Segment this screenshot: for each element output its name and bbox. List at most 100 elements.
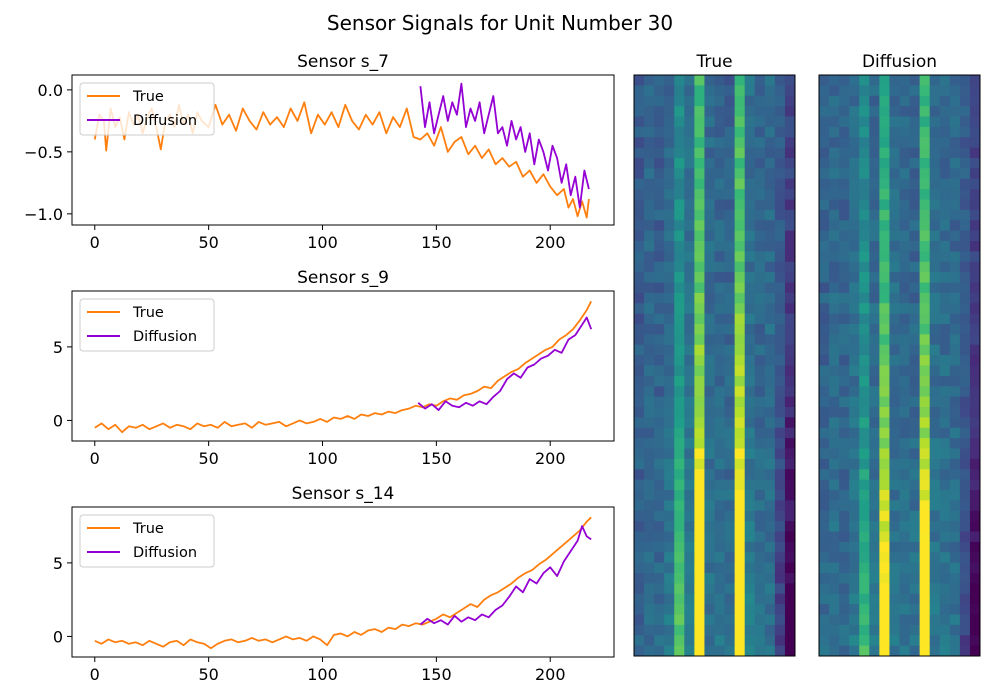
heatmap-cell bbox=[899, 541, 911, 553]
heatmap-cell bbox=[734, 168, 746, 180]
heatmap-cell bbox=[959, 562, 971, 574]
heatmap-cell bbox=[714, 583, 726, 595]
heatmap-cell bbox=[909, 272, 921, 284]
heatmap-cell bbox=[764, 251, 776, 263]
heatmap-cell bbox=[839, 199, 850, 211]
heatmap-cell bbox=[694, 552, 705, 564]
heatmap-cell bbox=[744, 614, 756, 626]
heatmap-cell bbox=[664, 458, 675, 470]
heatmap-cell bbox=[724, 85, 736, 97]
heatmap-cell bbox=[684, 417, 695, 429]
heatmap-cell bbox=[704, 241, 715, 252]
heatmap-cell bbox=[819, 635, 830, 647]
heatmap-cell bbox=[819, 438, 830, 450]
heatmap-cell bbox=[634, 624, 645, 636]
heatmap-cell bbox=[949, 230, 961, 242]
heatmap-cell bbox=[929, 75, 941, 86]
heatmap-cell bbox=[839, 365, 850, 377]
heatmap-cell bbox=[839, 624, 850, 636]
heatmap-cell bbox=[919, 531, 931, 543]
heatmap-cell bbox=[899, 251, 911, 263]
heatmap-cell bbox=[829, 147, 840, 159]
heatmap-cell bbox=[704, 303, 715, 315]
heatmap-cell bbox=[969, 458, 981, 470]
heatmap-cell bbox=[634, 313, 645, 325]
heatmap-cell bbox=[839, 396, 850, 408]
heatmap-cell bbox=[784, 126, 796, 138]
heatmap-cell bbox=[819, 407, 830, 418]
heatmap-cell bbox=[694, 375, 705, 387]
heatmap-cell bbox=[869, 261, 880, 273]
heatmap-cell bbox=[784, 458, 796, 470]
heatmap-cell bbox=[919, 209, 931, 221]
heatmap-cell bbox=[704, 230, 715, 242]
heatmap-cell bbox=[704, 282, 715, 294]
heatmap-cell bbox=[694, 541, 705, 553]
heatmap-cell bbox=[644, 614, 655, 626]
heatmap-cell bbox=[754, 116, 766, 128]
heatmap-cell bbox=[724, 541, 736, 553]
heatmap-cell bbox=[704, 220, 715, 232]
heatmap-cell bbox=[664, 168, 675, 180]
heatmap-cell bbox=[949, 334, 961, 346]
heatmap-cell bbox=[859, 407, 870, 418]
heatmap-cell bbox=[829, 158, 840, 169]
heatmap-cell bbox=[879, 334, 890, 346]
heatmap-cell bbox=[654, 531, 665, 543]
heatmap-cell bbox=[959, 614, 971, 626]
heatmap-cell bbox=[764, 583, 776, 595]
heatmap-cell bbox=[634, 375, 645, 387]
heatmap-cell bbox=[734, 635, 746, 647]
heatmap-cell bbox=[724, 75, 736, 86]
heatmap-cell bbox=[784, 490, 796, 501]
heatmap-cell bbox=[644, 241, 655, 252]
heatmap-cell bbox=[714, 458, 726, 470]
heatmap-cell bbox=[754, 490, 766, 501]
heatmap-cell bbox=[819, 199, 830, 211]
heatmap-cell bbox=[969, 75, 981, 86]
heatmap-cell bbox=[899, 303, 911, 315]
heatmap-cell bbox=[784, 583, 796, 595]
heatmap-cell bbox=[724, 95, 736, 107]
heatmap-cell bbox=[714, 604, 726, 616]
heatmap-cell bbox=[774, 116, 786, 128]
heatmap-cell bbox=[869, 85, 880, 97]
heatmap-cell bbox=[929, 490, 941, 501]
heatmap-cell bbox=[764, 448, 776, 460]
heatmap-cell bbox=[714, 438, 726, 450]
heatmap-cell bbox=[849, 199, 860, 211]
heatmap-cell bbox=[654, 541, 665, 553]
heatmap-cell bbox=[754, 85, 766, 97]
heatmap-cell bbox=[784, 199, 796, 211]
heatmap-cell bbox=[674, 407, 685, 418]
heatmap-cell bbox=[839, 417, 850, 429]
heatmap-cell bbox=[959, 510, 971, 522]
heatmap-cell bbox=[754, 272, 766, 284]
heatmap-cell bbox=[704, 500, 715, 512]
heatmap-cell bbox=[694, 313, 705, 325]
heatmap-cell bbox=[959, 458, 971, 470]
heatmap-cell bbox=[929, 95, 941, 107]
heatmap-cell bbox=[939, 427, 951, 439]
heatmap-cell bbox=[849, 604, 860, 616]
heatmap-cell bbox=[859, 178, 870, 190]
heatmap-cell bbox=[959, 479, 971, 491]
heatmap-cell bbox=[714, 126, 726, 138]
heatmap-cell bbox=[694, 573, 705, 584]
heatmap-cell bbox=[754, 355, 766, 367]
heatmap-cell bbox=[969, 230, 981, 242]
heatmap-cell bbox=[929, 126, 941, 138]
heatmap-cell bbox=[784, 168, 796, 180]
x-tick-label: 0 bbox=[90, 449, 100, 468]
heatmap-cell bbox=[869, 448, 880, 460]
heatmap-cell bbox=[734, 593, 746, 605]
heatmap-cell bbox=[724, 375, 736, 387]
heatmap-cell bbox=[909, 645, 921, 657]
heatmap-cell bbox=[714, 573, 726, 584]
heatmap-cell bbox=[774, 95, 786, 107]
heatmap-cell bbox=[664, 541, 675, 553]
heatmap-cell bbox=[859, 604, 870, 616]
heatmap-cell bbox=[644, 417, 655, 429]
heatmap-cell bbox=[684, 458, 695, 470]
heatmap-cell bbox=[939, 147, 951, 159]
